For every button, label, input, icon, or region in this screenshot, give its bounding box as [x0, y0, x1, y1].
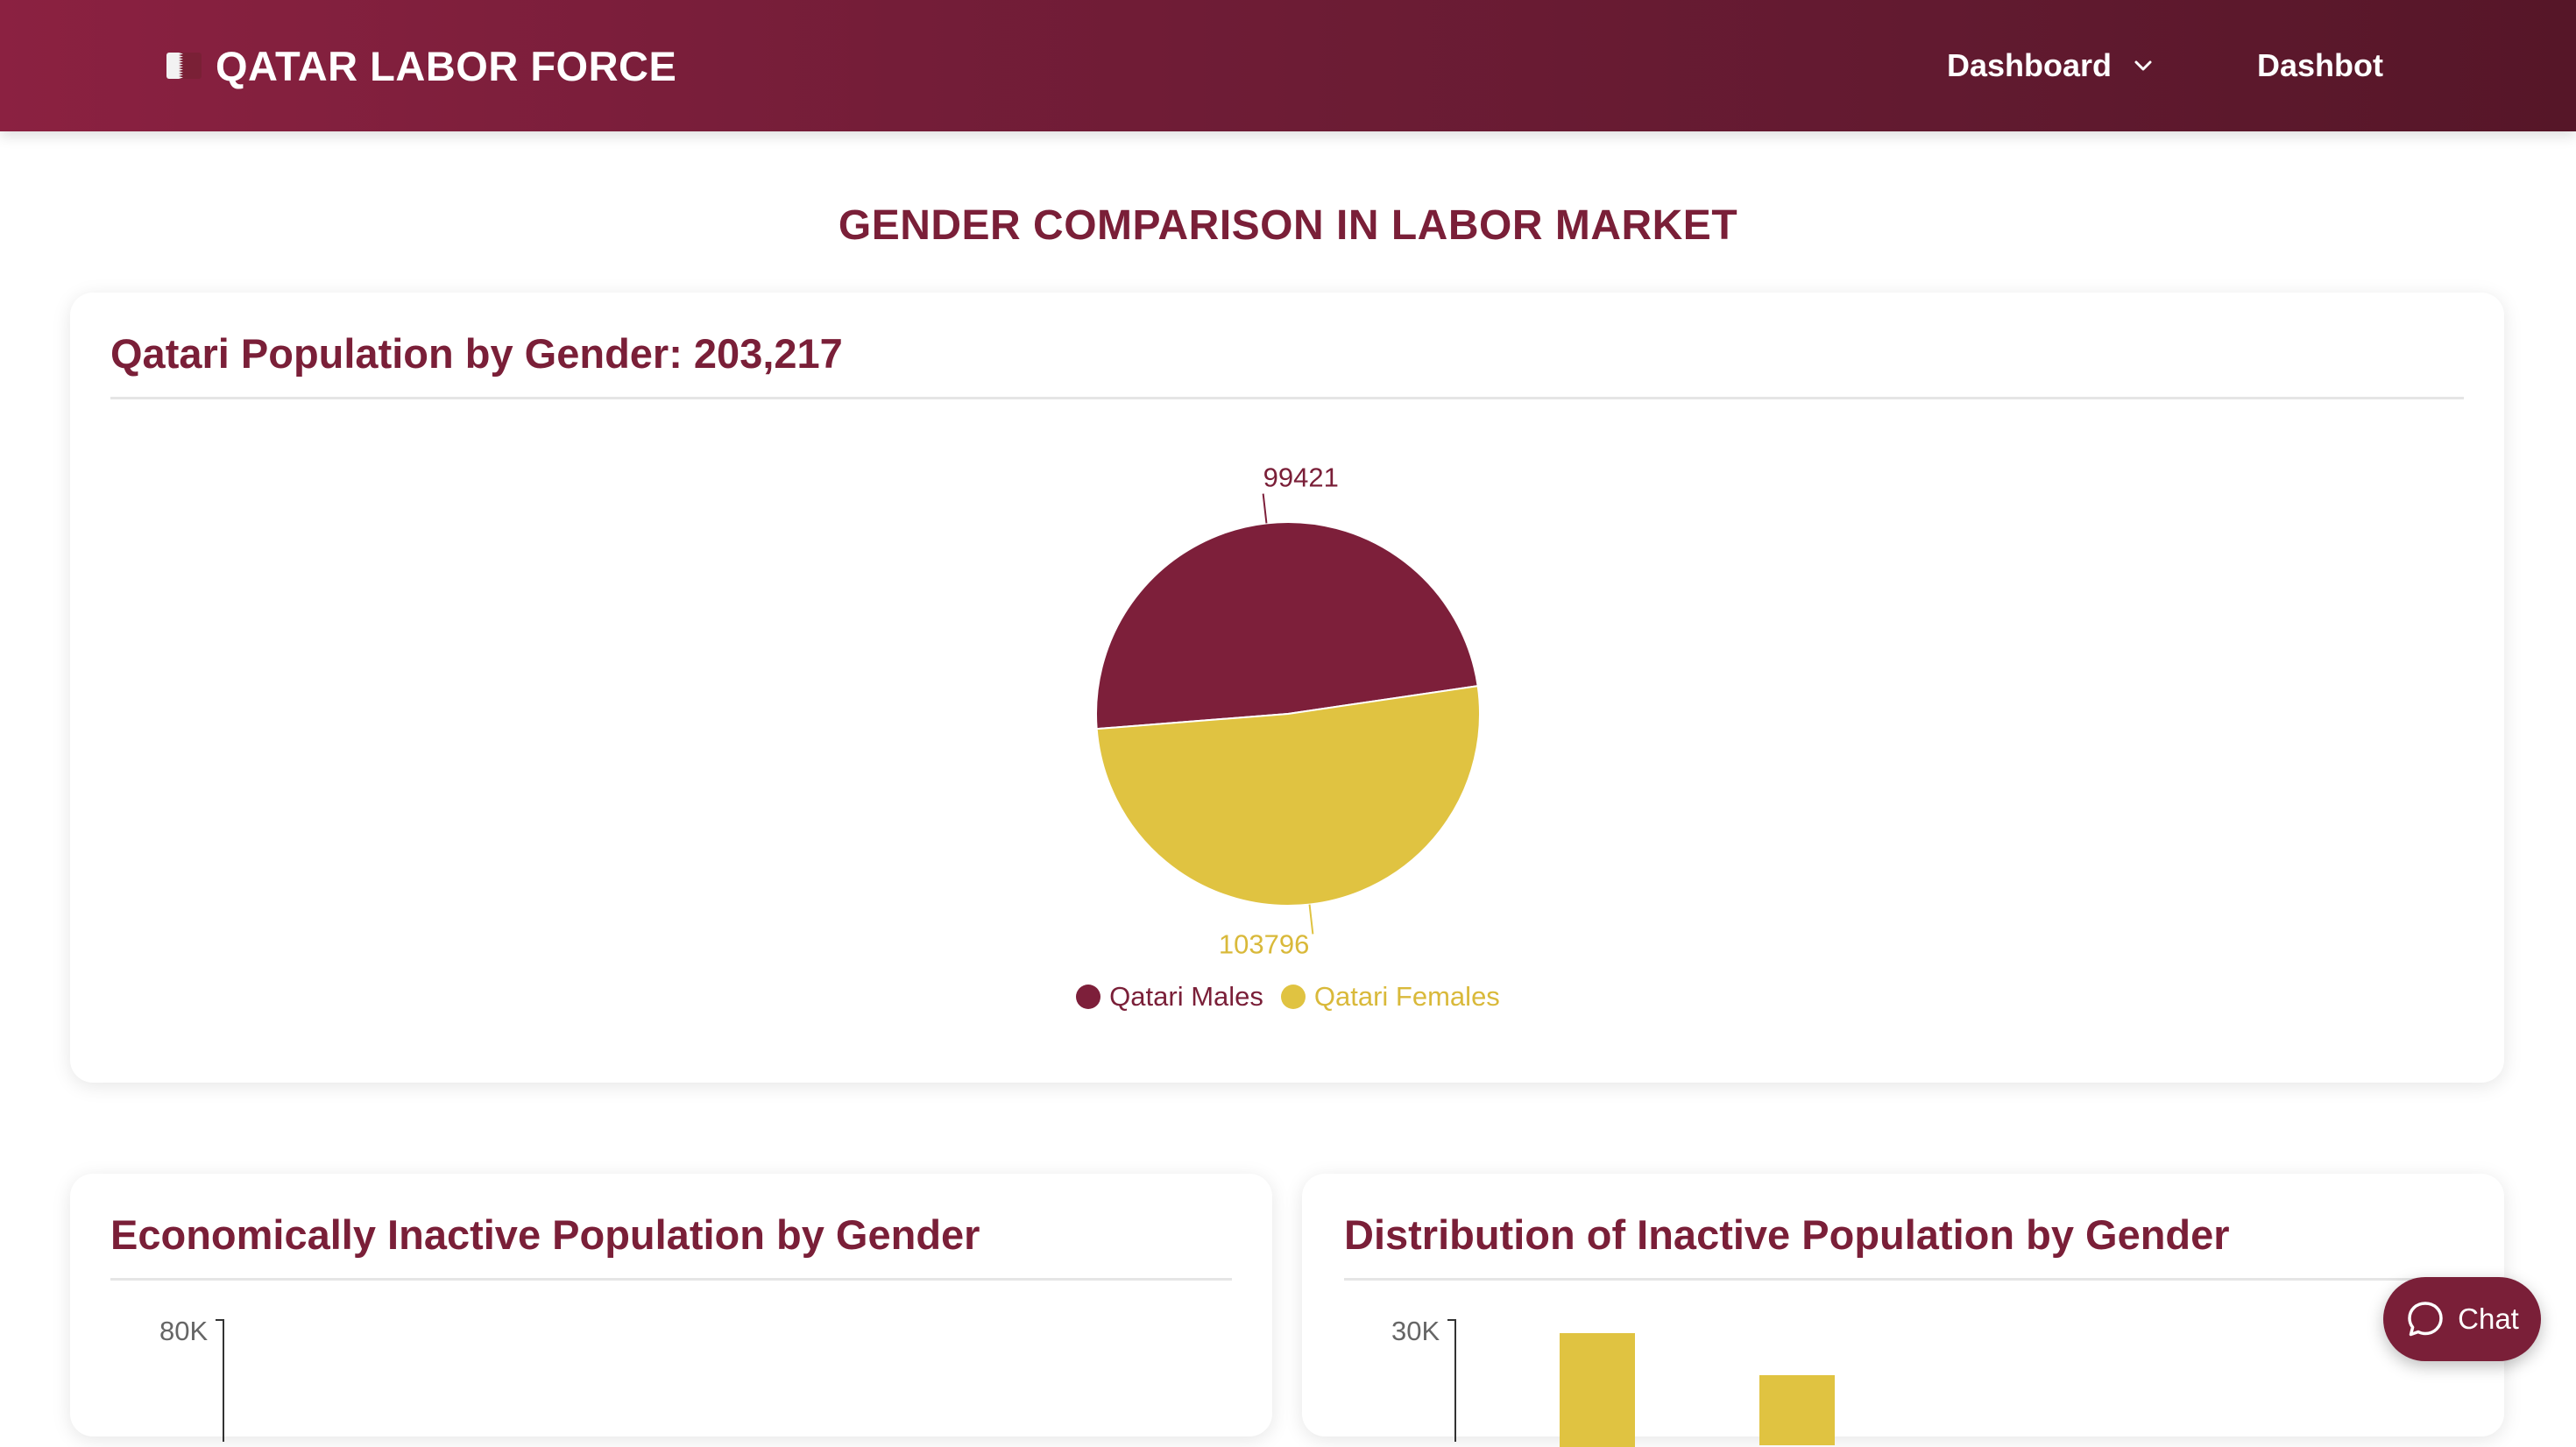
- legend-dot-males: [1076, 985, 1101, 1009]
- nav-dashboard-dropdown[interactable]: Dashboard: [1947, 39, 2155, 93]
- legend-dot-females: [1280, 985, 1306, 1009]
- qatar-flag-icon: [166, 53, 202, 79]
- legend-item-females[interactable]: Qatari Females: [1280, 981, 1500, 1013]
- nav-dashboard-label: Dashboard: [1947, 47, 2112, 83]
- chat-bubble-icon: [2405, 1299, 2445, 1339]
- pie-slice-males[interactable]: [1095, 521, 1479, 731]
- chat-button[interactable]: Chat: [2383, 1277, 2541, 1361]
- pie-value-label: 99421: [1263, 462, 1339, 493]
- card-title: Qatari Population by Gender: 203,217: [110, 330, 843, 377]
- page-title: GENDER COMPARISON IN LABOR MARKET: [838, 202, 1738, 249]
- top-navbar: QATAR LABOR FORCE Dashboard Dashbot: [0, 0, 2576, 131]
- bar[interactable]: [1560, 1333, 1635, 1447]
- gender-pie-chart: 99421 103796: [1095, 462, 1481, 959]
- pie-label-line: [1262, 493, 1268, 524]
- inactive-distribution-card: Distribution of Inactive Population by G…: [1302, 1174, 2504, 1447]
- y-tick-label: 30K: [1391, 1316, 1440, 1346]
- card-title: Distribution of Inactive Population by G…: [1344, 1211, 2230, 1258]
- brand-title: QATAR LABOR FORCE: [216, 42, 677, 89]
- card-divider: [110, 397, 2464, 399]
- y-tick-label: 80K: [159, 1316, 209, 1346]
- card-divider: [110, 1278, 1232, 1281]
- y-axis-line: [1454, 1319, 1456, 1442]
- card-divider: [1344, 1278, 2466, 1281]
- chevron-down-icon: [2131, 53, 2155, 78]
- pie-value-label: 103796: [1219, 928, 1309, 959]
- card-title: Economically Inactive Population by Gend…: [110, 1211, 980, 1258]
- y-axis-tick: [1447, 1319, 1456, 1321]
- legend-label-females: Qatari Females: [1313, 981, 1500, 1012]
- inactive-population-card: Economically Inactive Population by Gend…: [70, 1174, 1272, 1442]
- y-axis-line: [223, 1319, 224, 1442]
- y-axis-tick: [216, 1319, 224, 1321]
- population-by-gender-card: Qatari Population by Gender: 203,217 994…: [70, 293, 2504, 1083]
- pie-label-line: [1308, 904, 1314, 935]
- pie-legend: Qatari Males Qatari Females: [0, 981, 2576, 1013]
- brand[interactable]: QATAR LABOR FORCE: [166, 37, 676, 95]
- bar[interactable]: [1759, 1375, 1835, 1445]
- nav-dashbot-link[interactable]: Dashbot: [2257, 47, 2383, 83]
- legend-item-males[interactable]: Qatari Males: [1076, 981, 1263, 1013]
- legend-label-males: Qatari Males: [1109, 981, 1263, 1012]
- chat-label: Chat: [2458, 1302, 2519, 1335]
